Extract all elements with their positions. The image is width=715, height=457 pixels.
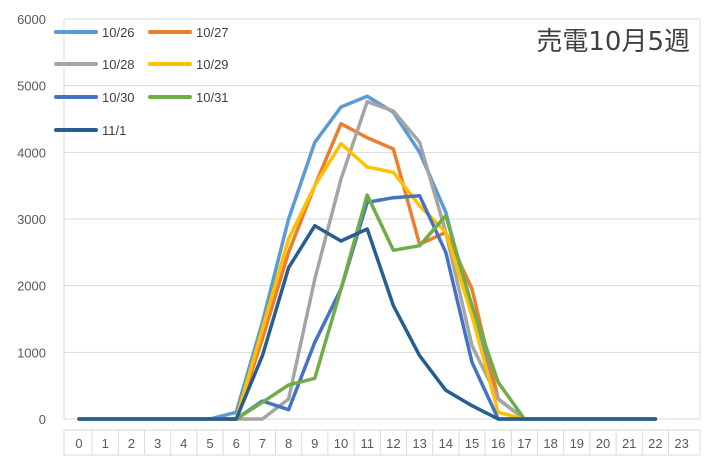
x-tick-label: 22	[648, 436, 662, 451]
x-tick-label: 14	[439, 436, 453, 451]
x-tick-label: 13	[412, 436, 426, 451]
x-tick-label: 8	[285, 436, 292, 451]
y-tick-label: 1000	[17, 345, 46, 360]
x-tick-label: 10	[334, 436, 348, 451]
legend-label: 10/27	[196, 25, 229, 40]
x-tick-label: 16	[491, 436, 505, 451]
legend-label: 10/30	[102, 90, 135, 105]
y-tick-label: 0	[39, 412, 46, 427]
x-tick-label: 15	[465, 436, 479, 451]
y-tick-label: 6000	[17, 12, 46, 27]
x-tick-label: 12	[386, 436, 400, 451]
x-tick-label: 11	[360, 436, 374, 451]
x-axis: 0 1 2 3 4 5 6 7 8 9 10 11 12 13 14 15 16 17 18 19 20 21 22 23	[63, 429, 701, 456]
x-tick-label: 21	[622, 436, 636, 451]
legend-label: 11/1	[102, 123, 126, 138]
y-tick-label: 2000	[17, 279, 46, 294]
legend-item-10-28: 10/28	[54, 57, 135, 72]
x-tick-label: 2	[128, 436, 135, 451]
x-tick-label: 6	[233, 436, 240, 451]
x-tick-label: 19	[570, 436, 584, 451]
series-lines	[77, 94, 658, 421]
x-tick-label: 5	[206, 436, 213, 451]
legend: 10/26 10/27 10/28 10/29 10/30 10/31 11/1	[54, 25, 229, 138]
x-tick-label: 7	[259, 436, 266, 451]
legend-label: 10/31	[196, 90, 229, 105]
legend-item-10-27: 10/27	[148, 25, 229, 40]
legend-item-10-26: 10/26	[54, 25, 135, 40]
legend-item-11-1: 11/1	[54, 123, 126, 138]
x-tick-label: 20	[596, 436, 610, 451]
x-tick-label: 1	[102, 436, 109, 451]
y-tick-label: 5000	[17, 79, 46, 94]
legend-item-10-30: 10/30	[54, 90, 135, 105]
legend-item-10-31: 10/31	[148, 90, 229, 105]
x-tick-label: 17	[517, 436, 531, 451]
legend-label: 10/26	[102, 25, 135, 40]
legend-label: 10/28	[102, 57, 135, 72]
x-tick-label: 3	[154, 436, 161, 451]
x-tick-label: 0	[75, 436, 82, 451]
legend-item-10-29: 10/29	[148, 57, 229, 72]
y-tick-label: 3000	[17, 212, 46, 227]
x-tick-label: 4	[180, 436, 187, 451]
x-tick-label: 18	[543, 436, 557, 451]
x-tick-label: 23	[674, 436, 688, 451]
series-line-11-1	[77, 223, 658, 421]
chart-title: 売電10月5週	[536, 27, 690, 57]
y-axis: 0 1000 2000 3000 4000 5000 6000	[17, 12, 46, 427]
x-tick-label: 9	[311, 436, 318, 451]
legend-label: 10/29	[196, 57, 229, 72]
y-tick-label: 4000	[17, 145, 46, 160]
